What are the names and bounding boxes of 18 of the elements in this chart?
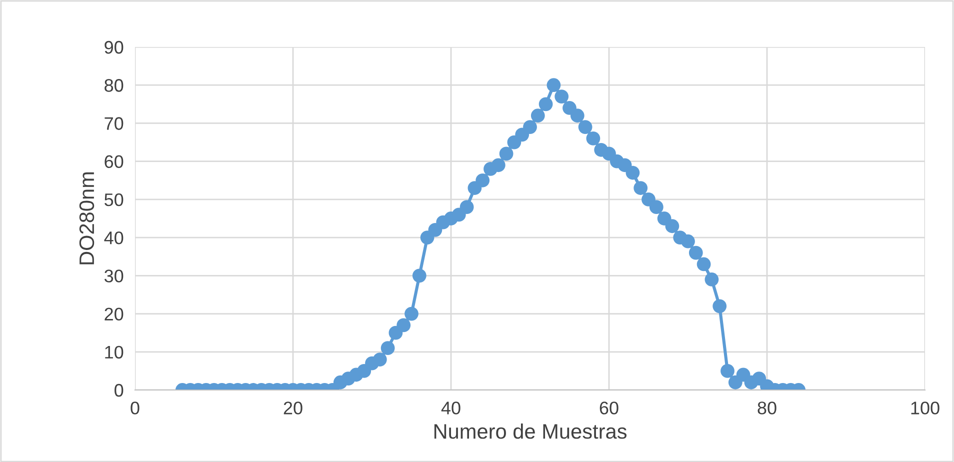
y-tick-label: 70 (104, 117, 124, 130)
x-tick-label: 0 (130, 402, 140, 414)
x-tick-label: 40 (441, 402, 460, 414)
x-tick-label: 80 (758, 402, 776, 414)
y-tick-label: 80 (104, 79, 124, 92)
y-tick-label: 40 (104, 231, 124, 244)
y-tick-label: 90 (104, 40, 124, 54)
y-tick-label: 60 (104, 155, 124, 168)
x-axis-title: Numero de Muestras (434, 424, 627, 439)
y-tick-label: 30 (104, 270, 124, 282)
y-tick-label: 0 (114, 384, 124, 397)
y-axis-title: DO280nm (79, 172, 94, 264)
y-tick-label: 50 (104, 193, 124, 206)
x-tick-label: 20 (284, 402, 302, 414)
x-tick-label: 60 (600, 402, 618, 414)
y-tick-label: 20 (104, 308, 124, 320)
x-tick-label: 100 (911, 402, 940, 414)
y-tick-label: 10 (105, 346, 124, 359)
